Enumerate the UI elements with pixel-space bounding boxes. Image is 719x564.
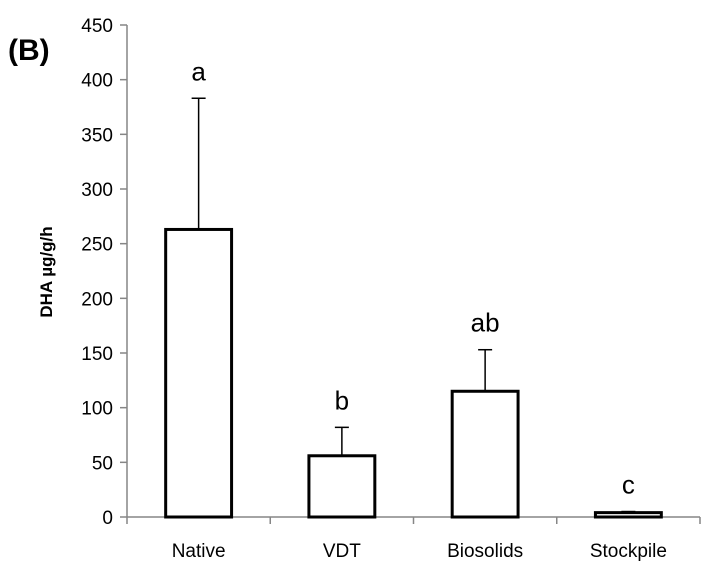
- y-tick-label: 50: [92, 453, 113, 474]
- y-tick-label: 100: [81, 399, 113, 420]
- y-tick-label: 150: [81, 344, 113, 365]
- bar-vdt: [307, 454, 377, 519]
- y-tick-label: 450: [81, 16, 113, 37]
- error-bars: [191, 97, 636, 513]
- y-axis-title: DHA µg/g/h: [37, 226, 56, 317]
- y-tick-label: 200: [81, 289, 113, 310]
- significance-letter: ab: [471, 308, 500, 338]
- category-label: VDT: [323, 541, 361, 562]
- y-tick-label: 250: [81, 235, 113, 256]
- bar-stockpile: [593, 511, 663, 519]
- y-tick-label: 400: [81, 71, 113, 92]
- category-label: Native: [172, 541, 226, 562]
- y-tick-label: 350: [81, 125, 113, 146]
- bar-biosolids: [450, 389, 520, 519]
- significance-letter: c: [622, 470, 635, 500]
- y-tick-label: 0: [102, 508, 113, 529]
- category-labels: Native VDT Biosolids Stockpile: [172, 541, 667, 562]
- x-ticks: [126, 517, 701, 524]
- bars: [164, 227, 663, 519]
- significance-letter: a: [191, 56, 206, 86]
- bar-native: [164, 227, 234, 519]
- category-label: Biosolids: [447, 541, 523, 562]
- significance-letter: b: [335, 385, 349, 415]
- panel-label: (B): [8, 34, 50, 67]
- category-label: Stockpile: [590, 541, 667, 562]
- y-tick-label: 300: [81, 180, 113, 201]
- y-ticks: 0 50 100 150 200 250 300 350 400 450: [81, 16, 127, 529]
